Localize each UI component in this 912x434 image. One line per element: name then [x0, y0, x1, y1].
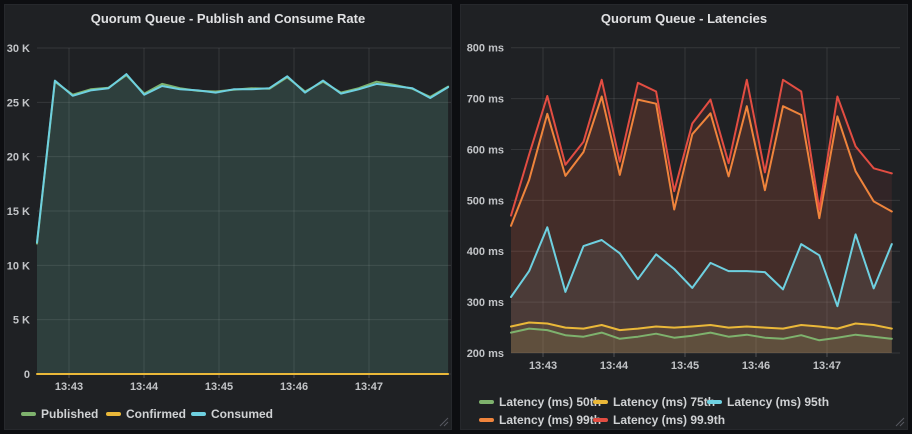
panel-resize-handle[interactable]	[895, 417, 905, 427]
y-tick-label: 600 ms	[467, 144, 504, 156]
x-tick-label: 13:46	[280, 381, 308, 393]
legend-item-2[interactable]: Consumed	[191, 407, 276, 421]
series-line-0	[510, 327, 893, 342]
series-line-1	[510, 321, 893, 332]
legend-color-marker	[479, 418, 494, 422]
x-tick-label: 13:43	[529, 360, 557, 372]
x-tick-label: 13:47	[813, 360, 841, 372]
series-line-3	[510, 95, 893, 227]
legend-label: Published	[41, 407, 99, 421]
legend-color-marker	[106, 412, 121, 416]
legend: Latency (ms) 50th Latency (ms) 75th Latenc…	[479, 395, 829, 427]
legend-color-marker	[593, 400, 608, 404]
legend-item-0[interactable]: Published	[21, 407, 106, 421]
legend-label: Latency (ms) 75th	[613, 395, 716, 409]
legend: Published Confirmed Consumed	[21, 407, 276, 421]
legend-color-marker	[191, 412, 206, 416]
panel-resize-handle[interactable]	[439, 417, 449, 427]
y-tick-label: 300 ms	[467, 297, 504, 309]
legend-color-marker	[479, 400, 494, 404]
panel-publish-consume-rate: 30 K 25 K 20 K 15 K 10 K 5 K 0 13:43 13:44 13:45 1…	[4, 4, 452, 430]
x-tick-label: 13:44	[600, 360, 629, 372]
y-tick-label: 10 K	[7, 260, 30, 272]
legend-item-0[interactable]: Latency (ms) 50th	[479, 395, 601, 409]
series-area-4	[511, 79, 892, 354]
x-tick-label: 13:43	[55, 381, 83, 393]
x-tick-label: 13:45	[205, 381, 233, 393]
legend-item-4[interactable]: Latency (ms) 99.9th	[593, 413, 725, 427]
x-tick-label: 13:45	[671, 360, 699, 372]
legend-label: Latency (ms) 99th	[499, 413, 602, 427]
y-tick-label: 700 ms	[467, 94, 504, 106]
series-area-0	[37, 75, 449, 374]
y-tick-label: 15 K	[7, 206, 30, 218]
legend-label: Confirmed	[126, 407, 186, 421]
y-tick-label: 0	[24, 369, 30, 381]
y-tick-label: 25 K	[7, 97, 30, 109]
y-tick-label: 500 ms	[467, 195, 504, 207]
chart-canvas-latencies: 800 ms 700 ms 600 ms 500 ms 400 ms 300 ms 200 …	[467, 43, 900, 372]
y-tick-label: 800 ms	[467, 43, 504, 55]
y-tick-label: 400 ms	[467, 246, 504, 258]
legend-label: Consumed	[211, 407, 274, 421]
legend-color-marker	[707, 400, 722, 404]
series-line-2	[36, 73, 450, 244]
series-area-2	[37, 74, 449, 374]
legend-item-1[interactable]: Latency (ms) 75th	[593, 395, 715, 409]
series-area-2	[511, 227, 892, 353]
chart-canvas-rates: 30 K 25 K 20 K 15 K 10 K 5 K 0 13:43 13:44 13:45 1…	[7, 43, 451, 393]
series-area-1	[511, 322, 892, 353]
legend-item-3[interactable]: Latency (ms) 99th	[479, 413, 601, 427]
series-area-3	[511, 96, 892, 353]
x-tick-label: 13:44	[130, 381, 159, 393]
panel-title[interactable]: Quorum Queue - Publish and Consume Rate	[90, 11, 366, 26]
legend-label: Latency (ms) 99.9th	[613, 413, 726, 427]
panel-latencies: 800 ms 700 ms 600 ms 500 ms 400 ms 300 ms 200 …	[460, 4, 908, 430]
y-tick-label: 20 K	[7, 152, 30, 164]
y-tick-label: 30 K	[7, 43, 30, 55]
series-line-2	[510, 226, 893, 308]
panel-title[interactable]: Quorum Queue - Latencies	[600, 11, 768, 26]
legend-color-marker	[21, 412, 36, 416]
y-tick-label: 200 ms	[467, 348, 504, 360]
x-tick-label: 13:47	[355, 381, 383, 393]
series-line-4	[510, 78, 893, 217]
legend-item-1[interactable]: Confirmed	[106, 407, 191, 421]
legend-color-marker	[593, 418, 608, 422]
y-tick-label: 5 K	[13, 315, 30, 327]
legend-label: Latency (ms) 95th	[727, 395, 830, 409]
legend-item-2[interactable]: Latency (ms) 95th	[707, 395, 829, 409]
legend-label: Latency (ms) 50th	[499, 395, 602, 409]
x-tick-label: 13:46	[742, 360, 770, 372]
